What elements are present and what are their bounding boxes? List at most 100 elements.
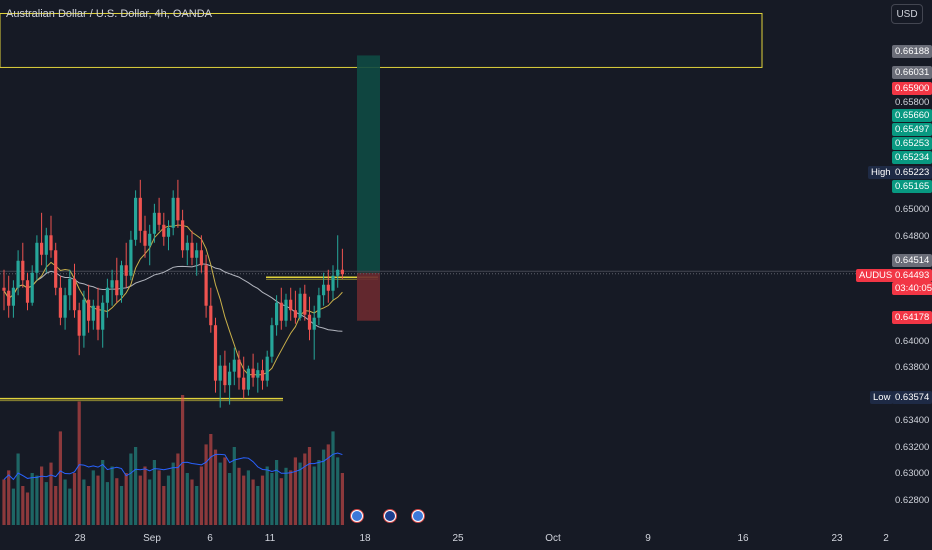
candle-body: [58, 287, 62, 318]
long-position-stop-zone: [357, 272, 380, 321]
volume-bar: [63, 479, 67, 525]
volume-bar: [72, 473, 77, 525]
candle-body: [209, 305, 213, 326]
volume-bar: [176, 453, 180, 525]
volume-bar: [260, 475, 265, 525]
price-tag: 0.65900: [892, 82, 932, 95]
volume-bar: [162, 486, 166, 525]
volume-bar: [54, 486, 58, 525]
candle-body: [218, 365, 222, 381]
volume-bar: [284, 467, 288, 525]
candle-body: [54, 250, 58, 288]
volume-bar: [322, 449, 326, 525]
symbol-label: AUDUSD: [856, 269, 903, 282]
symbol-title: Australian Dollar / U.S. Dollar, 4h, OAN…: [6, 8, 213, 20]
au-flag-event-icon[interactable]: [383, 509, 397, 523]
candle-body: [2, 287, 6, 291]
last-price-tag: 0.64493: [892, 269, 932, 282]
volume-bar: [124, 473, 128, 525]
candle-body: [256, 370, 260, 378]
candle-body: [251, 368, 255, 378]
time-axis-label: 18: [359, 533, 371, 544]
candle-body: [44, 235, 48, 255]
volume-bar: [44, 482, 48, 525]
candle-body: [223, 365, 227, 386]
candle-body: [213, 325, 218, 381]
price-tag: 0.65165: [892, 180, 932, 193]
candle-body: [195, 250, 199, 258]
price-axis-label: 0.63200: [895, 442, 930, 453]
candle-body: [307, 314, 312, 330]
currency-button[interactable]: USD: [891, 4, 923, 24]
volume-bar: [279, 478, 283, 525]
candle-body: [176, 197, 180, 221]
candle-body: [11, 287, 15, 306]
candle-body: [171, 197, 175, 228]
volume-bar: [223, 457, 227, 525]
candle-body: [260, 370, 265, 381]
candle-body: [138, 197, 142, 231]
volume-bar: [152, 460, 156, 525]
volume-bar: [195, 486, 199, 525]
candle-body: [317, 295, 321, 318]
long-position-target-zone: [357, 55, 380, 273]
candle-body: [148, 233, 152, 246]
volume-bar: [270, 473, 274, 525]
volume-bar: [331, 431, 335, 525]
candle-body: [326, 284, 330, 291]
us-flag-event-icon[interactable]: [350, 509, 364, 523]
volume-bar: [40, 466, 44, 525]
candle-body: [312, 317, 316, 330]
volume-bar: [2, 479, 6, 525]
candle-body: [199, 250, 203, 266]
price-axis-label: 0.63000: [895, 468, 930, 479]
volume-bar: [289, 470, 293, 525]
volume-bar: [25, 492, 30, 525]
volume-bar: [246, 470, 250, 525]
candle-body: [289, 299, 293, 311]
candle-body: [25, 280, 30, 303]
price-axis-label: 0.62800: [895, 495, 930, 506]
candle-body: [331, 275, 335, 291]
candle-body: [124, 265, 128, 276]
volume-bar: [256, 486, 260, 525]
candle-body: [119, 265, 124, 296]
candle-body: [129, 239, 133, 276]
price-axis-label: 0.65000: [895, 204, 930, 215]
candle-body: [16, 260, 20, 288]
candle-body: [152, 212, 156, 234]
volume-bar: [317, 460, 321, 525]
volume-bar: [16, 453, 20, 525]
price-axis-label: 0.65800: [895, 97, 930, 108]
volume-bar: [87, 486, 91, 525]
volume-bar: [96, 475, 100, 525]
volume-bar: [298, 462, 302, 525]
volume-ma-line: [3, 452, 343, 481]
us-flag-event-icon[interactable]: [411, 509, 425, 523]
candle-body: [7, 290, 11, 306]
time-axis-label: 11: [264, 533, 276, 544]
candle-body: [265, 356, 269, 381]
volume-bar: [228, 473, 232, 525]
volume-bar: [105, 482, 109, 525]
candle-body: [157, 212, 161, 225]
volume-bar: [119, 486, 124, 525]
time-axis-label: Sep: [143, 533, 161, 544]
volume-bar: [11, 488, 15, 525]
volume-bar: [157, 470, 161, 525]
candle-body: [322, 284, 326, 296]
time-axis-label: 16: [737, 533, 749, 544]
candle-body: [91, 305, 95, 321]
countdown-tag: 03:40:05: [892, 282, 932, 295]
candle-body: [21, 260, 25, 281]
candle-body: [185, 242, 189, 251]
candle-body: [298, 293, 302, 318]
price-tag: 0.63574: [892, 391, 932, 404]
volume-bar: [68, 488, 72, 525]
candle-body: [279, 302, 283, 321]
candle-body: [82, 299, 86, 336]
time-axis-label: 2: [883, 533, 889, 544]
volume-bar: [77, 401, 81, 525]
